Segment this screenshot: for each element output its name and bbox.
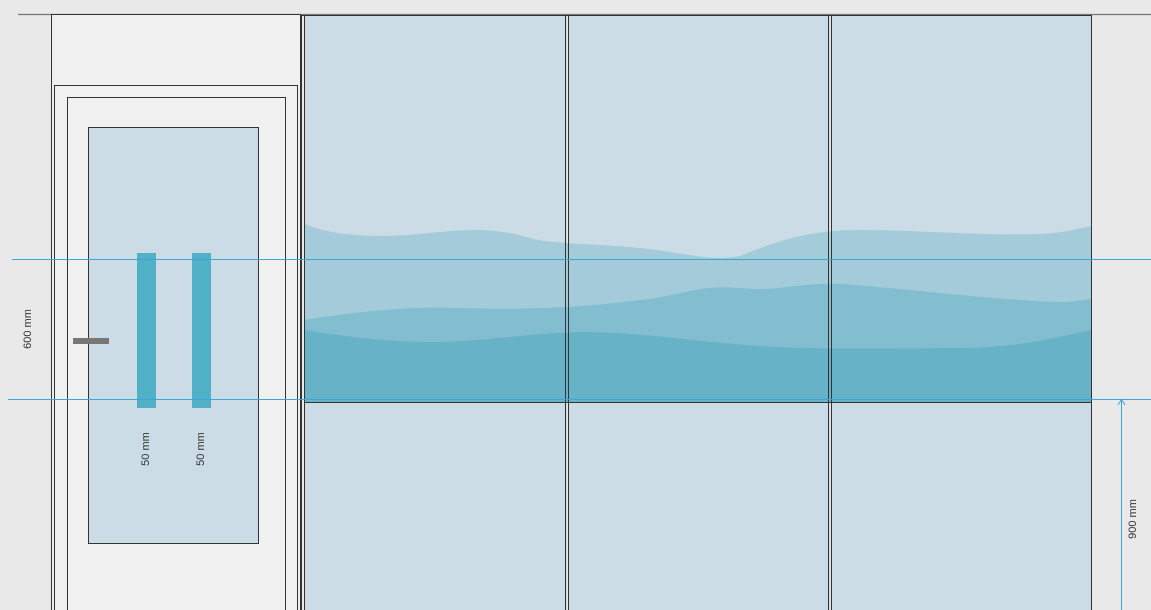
height-dimension-arrow [1117,398,1126,406]
door-glass-panel [88,127,259,544]
wave-layer-dark [305,330,1092,402]
vertical-stripe-2 [192,253,211,408]
stripe-2-width-label: 50 mm [195,432,207,466]
dimension-guides [8,259,1151,610]
height-upper-label: 600 mm [22,309,34,349]
door-handle [73,338,109,344]
height-lower-label: 900 mm [1127,499,1139,539]
vertical-stripe-1 [137,253,156,408]
stripe-1-width-label: 50 mm [140,432,152,466]
door-section: 50 mm 50 mm [51,14,301,610]
wave-decal [305,224,1092,402]
panel-mullions [301,15,1092,610]
